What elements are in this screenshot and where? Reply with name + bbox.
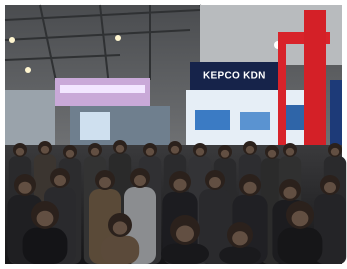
person-face [16, 148, 24, 156]
person-face [66, 150, 74, 158]
left-booth [5, 90, 55, 145]
person-body [278, 228, 323, 264]
side-panel [330, 80, 342, 150]
person-face [324, 182, 336, 193]
person-face [283, 187, 296, 199]
person-face [221, 150, 229, 158]
stage-lights-glow [60, 85, 145, 93]
person-face [171, 146, 179, 154]
person-face [41, 146, 49, 154]
photo: KEPCO KDN [0, 0, 347, 269]
sign-text: KEPCO KDN [203, 71, 266, 82]
screen [80, 112, 110, 140]
person-body [219, 247, 261, 264]
red-pillar [278, 32, 286, 152]
light [9, 37, 15, 43]
person-face [134, 175, 146, 186]
screen [195, 110, 230, 130]
person-face [18, 182, 31, 194]
person-face [292, 211, 309, 226]
person-face [116, 145, 124, 153]
light [25, 67, 31, 73]
person-body [101, 236, 139, 264]
person-body [161, 244, 209, 265]
page: KEPCO KDN (() => { const data = JSON.par… [0, 0, 347, 269]
person-face [268, 150, 276, 158]
screen [240, 112, 270, 130]
person-face [243, 182, 256, 194]
person-face [196, 148, 204, 156]
person-face [54, 175, 66, 186]
person-face [331, 148, 339, 156]
light [115, 35, 121, 41]
person-body [23, 228, 68, 264]
person-face [176, 226, 194, 243]
person-face [232, 231, 248, 245]
person-face [286, 148, 294, 156]
person-face [91, 148, 99, 156]
person-face [99, 177, 111, 188]
person-face [113, 221, 127, 234]
person-face [209, 177, 221, 188]
person-face [173, 179, 186, 191]
person-face [146, 148, 154, 156]
person-face [246, 146, 254, 154]
person-face [37, 211, 54, 226]
photo-area: KEPCO KDN [5, 5, 346, 264]
